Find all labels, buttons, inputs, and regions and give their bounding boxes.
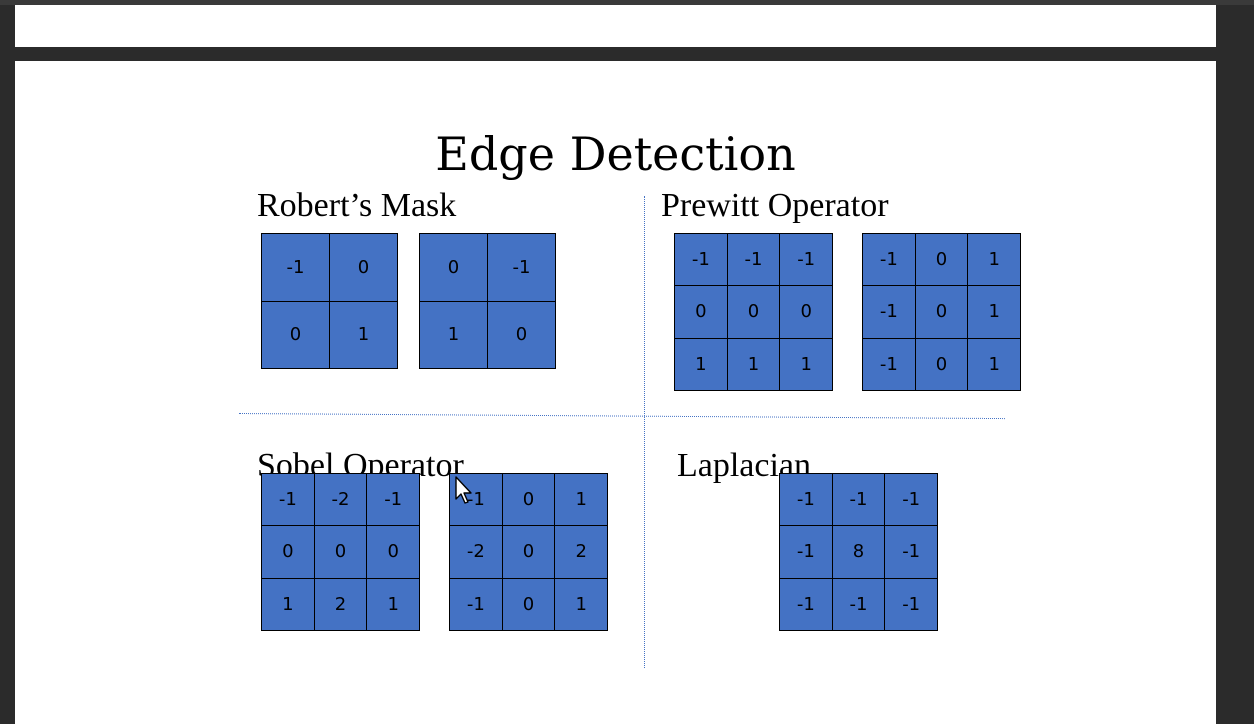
roberts-heading: Robert’s Mask [257,187,457,224]
horizontal-divider [238,413,1005,420]
mask-cell: -1 [780,526,832,578]
slide-page: Edge Detection Robert’s Mask Prewitt Ope… [15,61,1216,724]
prewitt-mask-2: -1 0 1 -1 0 1 -1 0 1 [862,233,1021,391]
mask-cell: 0 [330,234,397,301]
mask-cell: 0 [367,526,419,578]
mask-cell: -1 [780,234,832,286]
mask-cell: 0 [502,578,555,630]
mask-cell: -1 [450,474,502,526]
mask-cell: 1 [555,578,607,630]
mask-cell: 8 [832,526,885,578]
mask-cell: 0 [502,474,555,526]
mask-cell: -1 [885,474,937,526]
mask-cell: -1 [488,234,555,301]
mask-cell: -1 [367,474,419,526]
mask-cell: 0 [502,526,555,578]
vertical-divider [644,196,645,668]
mask-cell: -1 [863,286,915,338]
mask-cell: 0 [488,301,555,368]
sobel-mask-2: -1 0 1 -2 0 2 -1 0 1 [449,473,608,631]
mask-cell: 0 [314,526,367,578]
mouse-pointer-icon [455,476,472,504]
mask-cell: -1 [262,234,329,301]
mask-cell: -1 [832,578,885,630]
mask-cell: -1 [780,578,832,630]
mask-cell: -1 [863,234,915,286]
mask-cell: 1 [555,474,607,526]
mask-cell: 0 [915,286,968,338]
mask-cell: -1 [885,578,937,630]
prewitt-heading: Prewitt Operator [661,187,889,224]
mask-cell: 1 [968,286,1020,338]
mask-cell: -1 [450,578,502,630]
roberts-mask-1: -1 0 0 1 [261,233,398,369]
laplacian-mask: -1 -1 -1 -1 8 -1 -1 -1 -1 [779,473,938,631]
mask-cell: 1 [968,338,1020,390]
mask-cell: 1 [262,578,314,630]
roberts-mask-2: 0 -1 1 0 [419,233,556,369]
mask-cell: 1 [367,578,419,630]
mask-cell: -2 [450,526,502,578]
mask-cell: -1 [885,526,937,578]
mask-cell: -1 [832,474,885,526]
mask-cell: 0 [727,286,780,338]
mask-cell: 1 [727,338,780,390]
mask-cell: 0 [915,234,968,286]
mask-cell: -1 [863,338,915,390]
mask-cell: 2 [314,578,367,630]
mask-cell: 0 [780,286,832,338]
mask-cell: -1 [780,474,832,526]
sobel-mask-1: -1 -2 -1 0 0 0 1 2 1 [261,473,420,631]
slide-title: Edge Detection [435,127,796,181]
mask-cell: -1 [262,474,314,526]
mask-cell: -2 [314,474,367,526]
mask-cell: 0 [420,234,487,301]
mask-cell: 2 [555,526,607,578]
mask-cell: 0 [675,286,727,338]
mask-cell: 0 [262,301,329,368]
mask-cell: 0 [915,338,968,390]
mask-cell: -1 [727,234,780,286]
previous-page [15,5,1216,47]
viewer-top-bar [0,0,1254,5]
mask-cell: 0 [262,526,314,578]
mask-cell: 1 [780,338,832,390]
prewitt-mask-1: -1 -1 -1 0 0 0 1 1 1 [674,233,833,391]
mask-cell: 1 [675,338,727,390]
mask-cell: 1 [420,301,487,368]
mask-cell: -1 [675,234,727,286]
mask-cell: 1 [330,301,397,368]
mask-cell: 1 [968,234,1020,286]
